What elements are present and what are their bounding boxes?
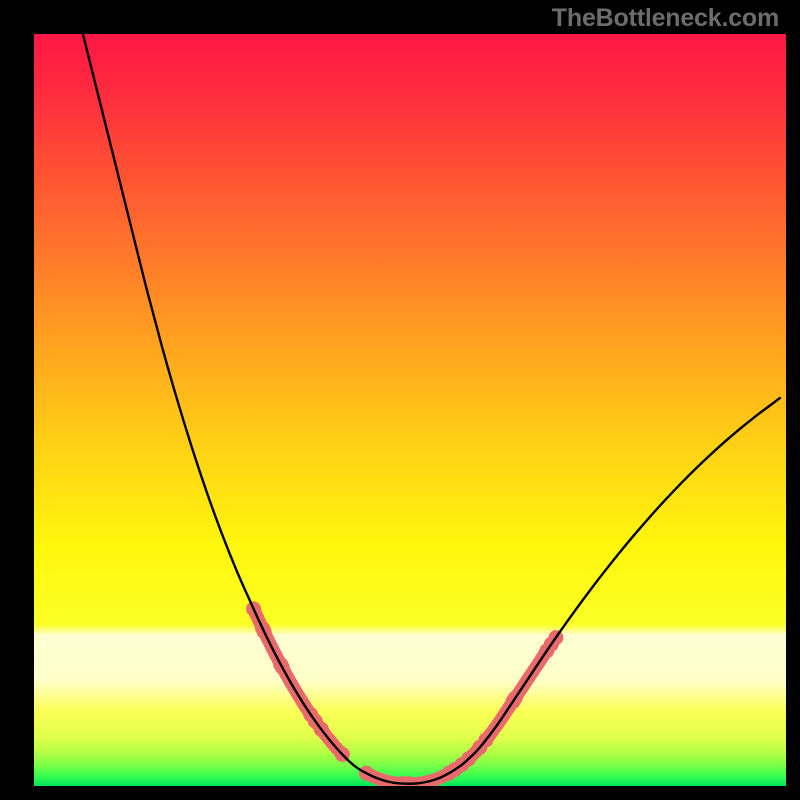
bottleneck-curve: [83, 34, 780, 784]
watermark-text: TheBottleneck.com: [552, 4, 779, 33]
plot-area: [34, 34, 786, 786]
highlight-layer: [246, 601, 563, 786]
curve-svg: [34, 34, 786, 786]
